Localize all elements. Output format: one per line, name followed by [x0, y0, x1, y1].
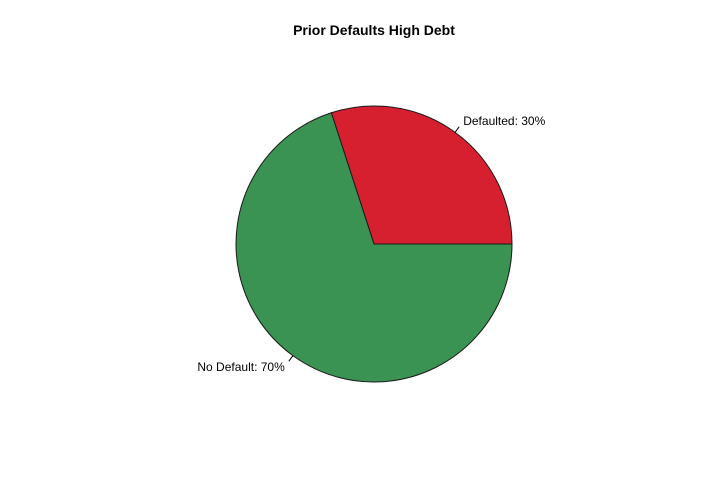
chart-title: Prior Defaults High Debt	[293, 22, 455, 38]
pie-slices	[235, 105, 513, 383]
pie-label-0: Defaulted: 30%	[463, 114, 545, 128]
pie-leader-0	[454, 126, 460, 133]
pie-leader-1	[288, 355, 294, 362]
pie-labels: Defaulted: 30% No Default: 70%	[197, 114, 545, 374]
pie-label-1: No Default: 70%	[197, 360, 285, 374]
pie-slice-0	[330, 105, 513, 245]
pie-slice-1	[235, 112, 513, 383]
